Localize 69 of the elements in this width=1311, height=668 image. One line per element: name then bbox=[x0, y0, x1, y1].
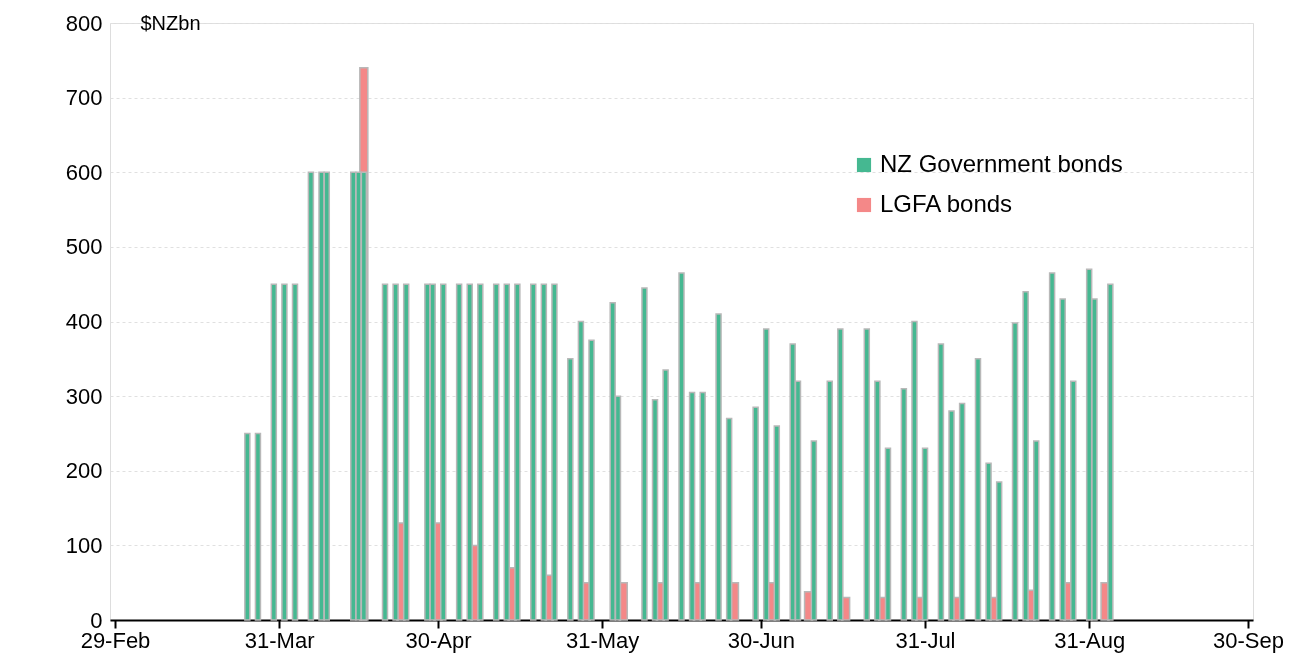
bar bbox=[985, 462, 992, 621]
x-tick-label: 31-Jul bbox=[895, 627, 956, 653]
bar bbox=[715, 313, 722, 621]
y-tick-label: 600 bbox=[65, 159, 103, 185]
bar bbox=[911, 320, 918, 621]
bar bbox=[244, 432, 251, 621]
bar bbox=[270, 283, 278, 621]
bar bbox=[995, 481, 1003, 621]
bar bbox=[958, 402, 966, 621]
bar bbox=[1032, 440, 1040, 621]
bar bbox=[773, 425, 781, 621]
bar bbox=[688, 391, 696, 621]
bar bbox=[540, 283, 548, 621]
bar bbox=[281, 283, 288, 621]
bar bbox=[291, 283, 299, 621]
y-tick-label: 100 bbox=[65, 532, 103, 558]
bar bbox=[440, 283, 447, 621]
y-tick-label: 500 bbox=[65, 234, 103, 260]
x-tick-label: 31-Mar bbox=[244, 627, 315, 653]
bar bbox=[492, 283, 500, 621]
bar bbox=[863, 328, 871, 621]
bar bbox=[641, 287, 648, 621]
bar bbox=[1022, 290, 1029, 621]
bar bbox=[577, 320, 585, 621]
bar bbox=[477, 283, 484, 621]
x-tick-label: 30-Apr bbox=[405, 627, 472, 653]
bar bbox=[1011, 322, 1019, 621]
bar bbox=[1070, 380, 1077, 621]
bar bbox=[588, 339, 595, 621]
bar bbox=[884, 447, 892, 621]
bar bbox=[1059, 298, 1066, 621]
bar bbox=[530, 283, 537, 621]
bar bbox=[678, 272, 685, 621]
bar bbox=[826, 380, 833, 621]
bar bbox=[551, 283, 558, 621]
bar bbox=[651, 399, 659, 621]
x-tick-label: 30-Sep bbox=[1213, 627, 1284, 653]
y-tick-label: 200 bbox=[65, 458, 103, 484]
bar bbox=[466, 283, 473, 621]
bar bbox=[455, 283, 463, 621]
y-tick-label: 400 bbox=[65, 309, 103, 334]
bar bbox=[662, 369, 669, 621]
bar bbox=[762, 328, 770, 621]
bar bbox=[567, 358, 574, 621]
legend-label: NZ Government bonds bbox=[880, 150, 1123, 177]
bar bbox=[874, 380, 881, 621]
bar bbox=[307, 171, 315, 621]
x-tick-label: 31-May bbox=[565, 627, 640, 653]
y-tick-label: 800 bbox=[65, 10, 103, 36]
y-tick-label: 700 bbox=[65, 85, 103, 111]
bar bbox=[699, 391, 706, 621]
bar bbox=[974, 358, 982, 621]
bar bbox=[900, 387, 908, 621]
x-tick-label: 30-Jun bbox=[727, 627, 796, 653]
bar bbox=[948, 410, 955, 621]
bar bbox=[402, 283, 410, 621]
x-tick-label: 31-Aug bbox=[1054, 627, 1126, 653]
bar bbox=[514, 283, 521, 621]
y-axis-title: $NZbn bbox=[140, 11, 201, 34]
bar bbox=[752, 406, 759, 621]
bar bbox=[392, 283, 399, 621]
bar bbox=[254, 432, 262, 621]
bar bbox=[921, 447, 929, 621]
bar bbox=[503, 283, 511, 621]
bar bbox=[937, 343, 945, 621]
bar bbox=[381, 283, 389, 621]
y-tick-label: 300 bbox=[65, 383, 103, 409]
legend-label: LGFA bonds bbox=[880, 190, 1013, 217]
bar bbox=[1048, 272, 1056, 621]
